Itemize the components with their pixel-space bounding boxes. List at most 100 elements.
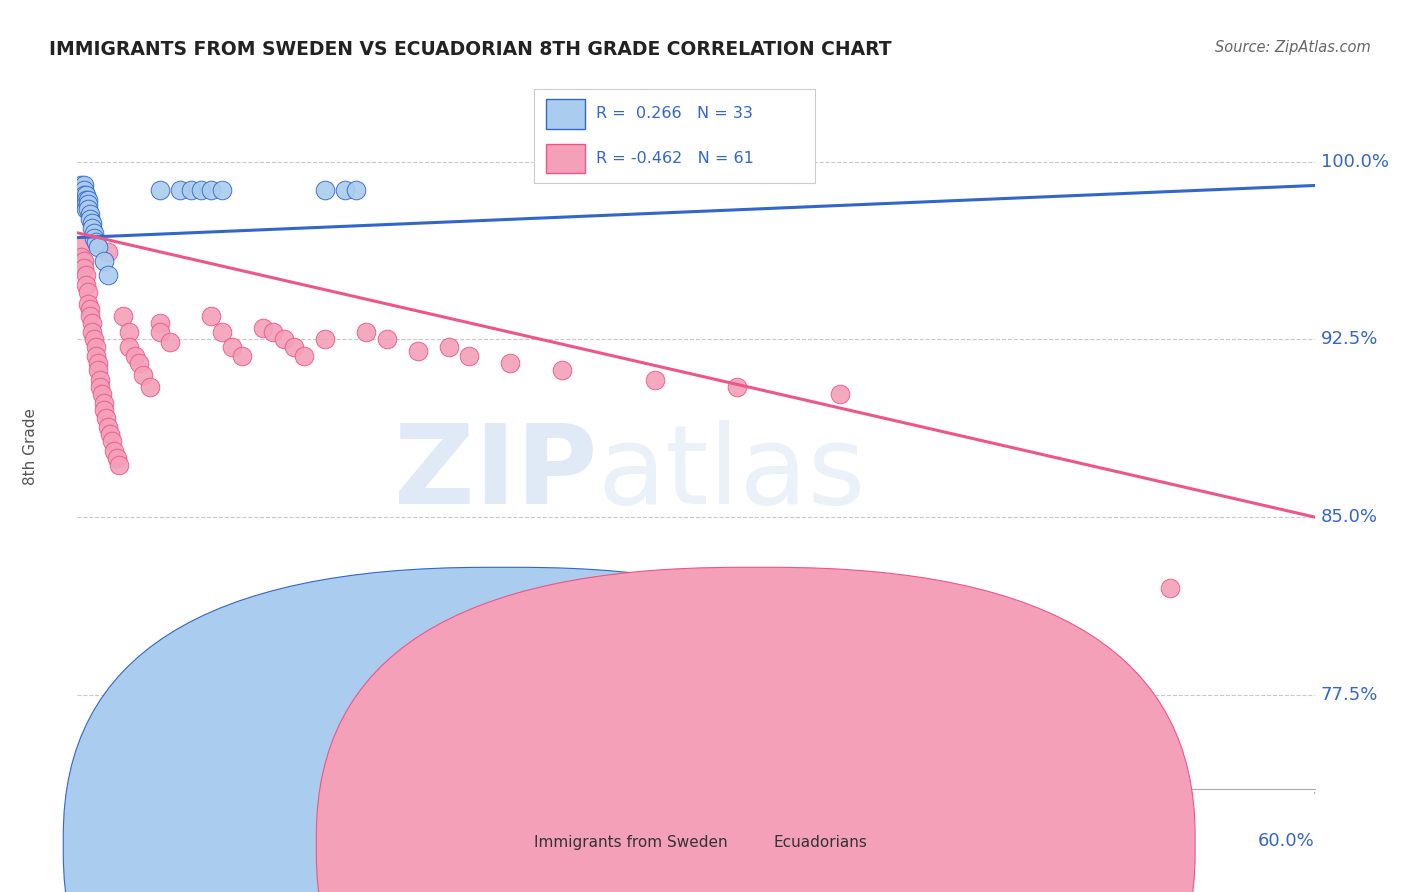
Point xyxy=(93,254,115,268)
Point xyxy=(128,356,150,370)
Point xyxy=(93,403,115,417)
Point xyxy=(118,339,141,353)
Point xyxy=(169,183,191,197)
Text: 85.0%: 85.0% xyxy=(1320,508,1378,526)
Point xyxy=(87,240,110,254)
Point xyxy=(200,309,222,323)
Point xyxy=(107,458,129,472)
Point xyxy=(97,420,120,434)
Point xyxy=(72,178,94,193)
Point xyxy=(103,443,125,458)
Point xyxy=(70,237,93,252)
Point xyxy=(335,183,357,197)
Point xyxy=(644,373,666,387)
Point xyxy=(76,197,98,211)
Point xyxy=(725,380,748,394)
Point xyxy=(70,178,93,193)
Point xyxy=(75,188,97,202)
Point xyxy=(138,380,160,394)
Point xyxy=(200,183,222,197)
Point xyxy=(84,349,107,363)
Point xyxy=(70,183,93,197)
Point xyxy=(458,349,481,363)
Point xyxy=(273,333,295,347)
Point xyxy=(97,268,120,283)
Point xyxy=(97,244,120,259)
Point xyxy=(83,333,105,347)
Point xyxy=(132,368,155,382)
Text: 8th Grade: 8th Grade xyxy=(22,408,38,484)
Point xyxy=(830,387,852,401)
Point xyxy=(84,339,107,353)
Point xyxy=(75,197,97,211)
Point xyxy=(72,183,94,197)
Point xyxy=(118,326,141,340)
Point xyxy=(211,183,233,197)
Text: 60.0%: 60.0% xyxy=(1258,832,1315,850)
Point xyxy=(252,320,274,334)
Point xyxy=(72,261,94,276)
Point xyxy=(98,427,121,442)
Point xyxy=(292,349,315,363)
Point xyxy=(1159,581,1181,595)
Point xyxy=(96,410,118,425)
Point xyxy=(72,188,94,202)
Point xyxy=(79,211,101,226)
Point xyxy=(76,285,98,299)
Point xyxy=(89,380,111,394)
Point xyxy=(105,450,128,465)
Bar xyxy=(546,144,585,173)
Text: 92.5%: 92.5% xyxy=(1320,330,1378,349)
Point xyxy=(79,301,101,316)
Point xyxy=(180,183,202,197)
Point xyxy=(221,339,243,353)
Point xyxy=(283,339,305,353)
Point xyxy=(70,250,93,264)
Point xyxy=(79,309,101,323)
Bar xyxy=(546,98,585,128)
Point xyxy=(437,339,460,353)
Point xyxy=(551,363,574,377)
Point xyxy=(344,183,367,197)
Point xyxy=(76,193,98,207)
Point xyxy=(72,254,94,268)
Text: Ecuadorians: Ecuadorians xyxy=(773,836,868,850)
Text: atlas: atlas xyxy=(598,420,866,527)
Text: 100.0%: 100.0% xyxy=(1320,153,1389,170)
Point xyxy=(87,363,110,377)
Text: R = -0.462   N = 61: R = -0.462 N = 61 xyxy=(596,151,754,166)
Text: R =  0.266   N = 33: R = 0.266 N = 33 xyxy=(596,106,754,121)
Point xyxy=(149,316,172,330)
Point xyxy=(159,334,181,349)
Point xyxy=(262,326,284,340)
Point xyxy=(111,309,134,323)
Point xyxy=(79,207,101,221)
Point xyxy=(80,216,103,230)
Point xyxy=(406,344,429,359)
Point xyxy=(354,326,377,340)
Point xyxy=(314,333,336,347)
Point xyxy=(231,349,253,363)
Point xyxy=(101,434,124,449)
Point xyxy=(93,396,115,410)
Text: ZIP: ZIP xyxy=(394,420,598,527)
Point xyxy=(80,316,103,330)
Point xyxy=(67,183,90,197)
Point xyxy=(91,387,114,401)
Point xyxy=(375,333,398,347)
Point xyxy=(76,297,98,311)
Text: 0.0%: 0.0% xyxy=(77,832,122,850)
Text: Immigrants from Sweden: Immigrants from Sweden xyxy=(534,836,728,850)
Point xyxy=(190,183,212,197)
Point xyxy=(75,202,97,216)
Point xyxy=(75,268,97,283)
Point xyxy=(75,193,97,207)
Text: 77.5%: 77.5% xyxy=(1320,686,1378,704)
Point xyxy=(83,230,105,244)
Text: IMMIGRANTS FROM SWEDEN VS ECUADORIAN 8TH GRADE CORRELATION CHART: IMMIGRANTS FROM SWEDEN VS ECUADORIAN 8TH… xyxy=(49,40,891,59)
Point xyxy=(149,326,172,340)
Text: Source: ZipAtlas.com: Source: ZipAtlas.com xyxy=(1215,40,1371,55)
Point xyxy=(314,183,336,197)
Point xyxy=(72,193,94,207)
Point xyxy=(499,356,522,370)
